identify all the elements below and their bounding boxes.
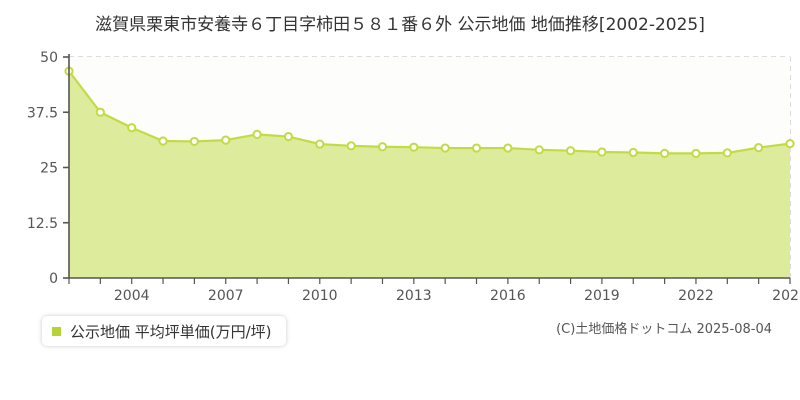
legend-label: 公示地価 平均坪単価(万円/坪) xyxy=(70,322,272,341)
y-tick-label: 25 xyxy=(40,161,58,177)
axes-group xyxy=(63,54,791,284)
x-axis-tick-labels: 2004 2007 2010 2013 2016 2019 2022 2025 xyxy=(114,288,800,304)
y-tick-label: 50 xyxy=(40,50,58,66)
x-tick-label: 2007 xyxy=(208,288,244,304)
y-axis-tick-labels: 0 12.5 25 37.5 50 xyxy=(27,50,58,287)
series-group xyxy=(64,66,795,278)
x-tick-label: 2010 xyxy=(302,288,338,304)
chart-title: 滋賀県栗東市安養寺６丁目字柿田５８１番６外 公示地価 地価推移[2002-202… xyxy=(95,15,705,35)
x-tick-label: 2004 xyxy=(114,288,150,304)
x-tick-label: 2019 xyxy=(584,288,620,304)
y-tick-label: 0 xyxy=(49,271,58,287)
chart-legend: 公示地価 平均坪単価(万円/坪) xyxy=(42,316,286,346)
credit-text: (C)土地価格ドットコム 2025-08-04 xyxy=(556,322,772,337)
x-tick-label: 2025 xyxy=(772,288,800,304)
y-tick-label: 37.5 xyxy=(27,105,58,121)
x-tick-label: 2013 xyxy=(396,288,432,304)
legend-swatch-icon xyxy=(52,326,61,336)
x-tick-label: 2022 xyxy=(678,288,714,304)
y-tick-label: 12.5 xyxy=(27,216,58,232)
x-tick-label: 2016 xyxy=(490,288,526,304)
